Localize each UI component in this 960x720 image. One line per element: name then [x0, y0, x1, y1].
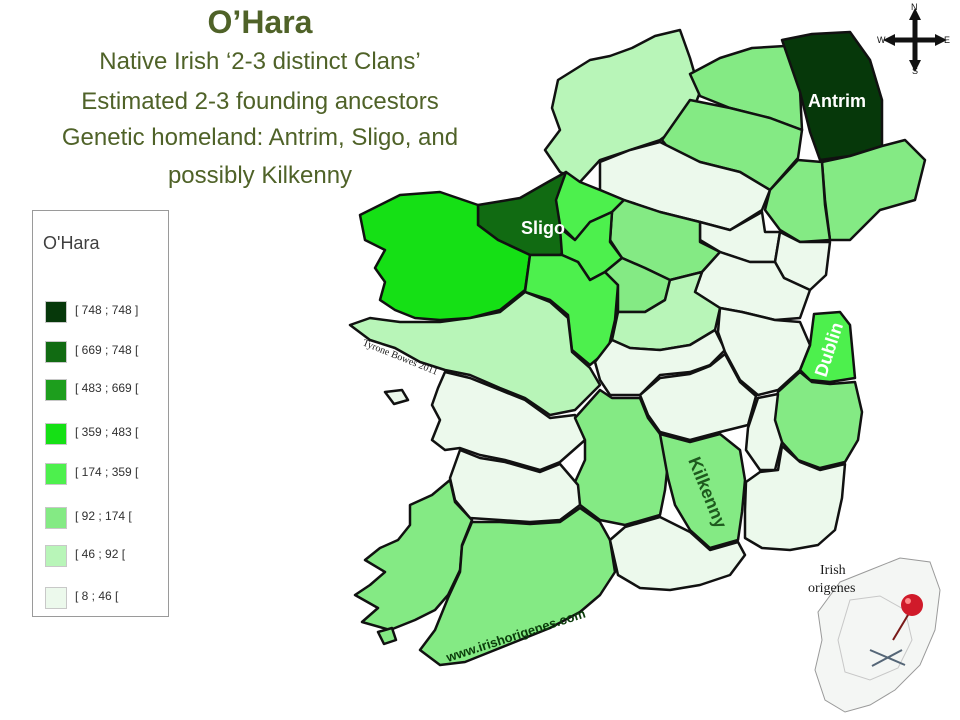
county-armagh [763, 158, 832, 244]
compass-s: S [912, 66, 918, 76]
subtitle-line-3: Genetic homeland: Antrim, Sligo, and [61, 124, 459, 151]
legend-label: [ 92 ; 174 [ [75, 509, 132, 523]
county-carlow [744, 392, 784, 472]
legend: O'Hara [ 748 ; 748 ] [ 669 ; 748 [ [ 483… [32, 210, 169, 617]
label-sligo: Sligo [521, 218, 565, 238]
county-wexford [743, 444, 847, 552]
legend-label: [ 46 ; 92 [ [75, 547, 126, 561]
island-achill [383, 388, 410, 406]
subtitle-line-4: possibly Kilkenny [167, 162, 353, 189]
legend-swatch [45, 507, 67, 529]
county-galway [348, 290, 602, 417]
legend-title: O'Hara [43, 233, 100, 253]
county-offaly [593, 328, 727, 397]
county-inishowen [688, 44, 804, 132]
compass-e: E [944, 35, 950, 45]
legend-swatch [45, 423, 67, 445]
page-title: O’Hara [207, 4, 313, 40]
legend-label: [ 748 ; 748 ] [75, 303, 139, 317]
compass-w: W [877, 35, 886, 45]
legend-label: [ 359 ; 483 [ [75, 425, 139, 439]
inset-line-1: Irish [820, 563, 846, 578]
legend-swatch [45, 463, 67, 485]
island-blasket [376, 626, 398, 646]
legend-swatch [45, 587, 67, 609]
irish-origenes-logo: Irish origenes [808, 557, 941, 713]
compass-rose-icon: N S W E [877, 2, 950, 76]
legend-label: [ 8 ; 46 [ [75, 589, 119, 603]
legend-swatch [45, 379, 67, 401]
legend-label: [ 483 ; 669 [ [75, 381, 139, 395]
legend-swatch [45, 301, 67, 323]
county-tipperary [573, 388, 670, 527]
legend-swatch [45, 545, 67, 567]
subtitle-line-2: Estimated 2-3 founding ancestors [81, 88, 439, 115]
county-roscommon [523, 253, 620, 367]
subtitle-line-1: Native Irish ‘2-3 distinct Clans’ [99, 48, 421, 75]
county-cork [418, 506, 617, 667]
county-clare [430, 370, 587, 472]
legend-label: [ 174 ; 359 [ [75, 465, 139, 479]
legend-label: [ 669 ; 748 [ [75, 343, 139, 357]
county-waterford [608, 515, 747, 592]
compass-n: N [911, 2, 918, 12]
county-kildare [716, 306, 812, 397]
county-kilkenny [658, 432, 747, 550]
inset-line-2: origenes [808, 581, 855, 596]
legend-swatch [45, 341, 67, 363]
label-antrim: Antrim [808, 91, 866, 111]
